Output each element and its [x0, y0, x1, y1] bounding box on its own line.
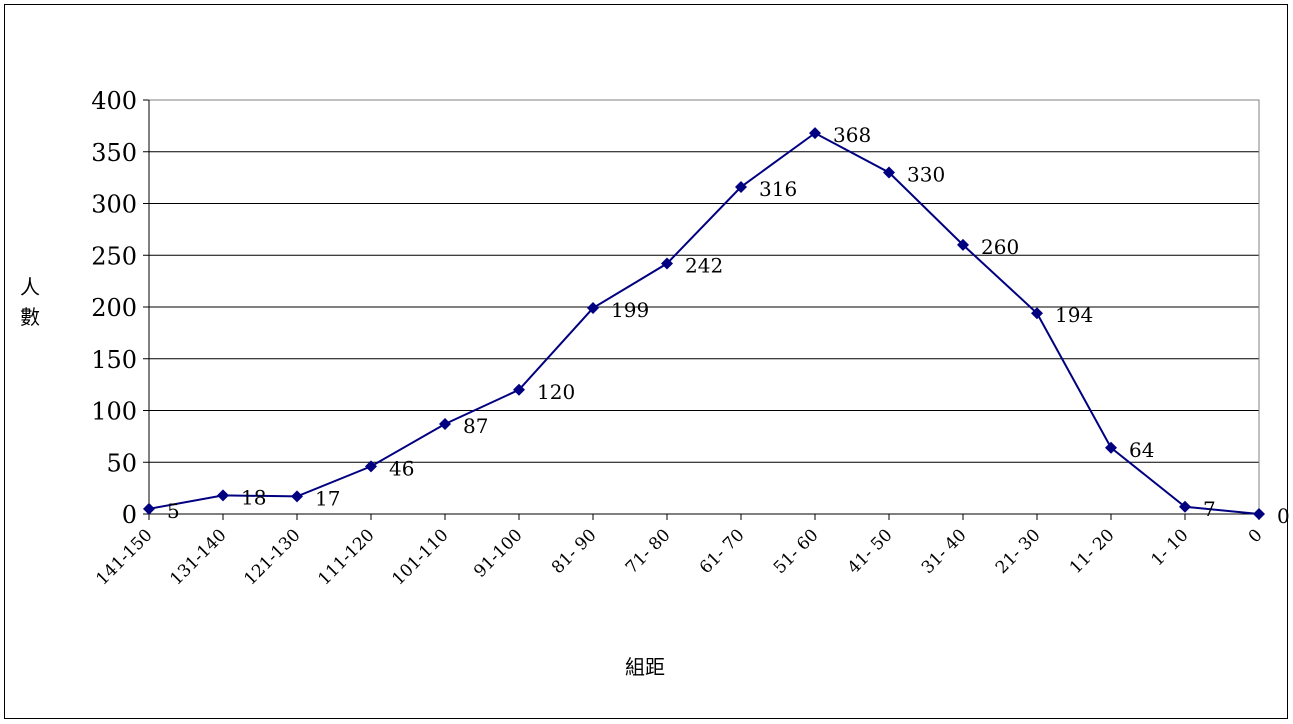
axes — [148, 100, 1260, 520]
x-tick-label: 11- 20 — [1066, 525, 1119, 578]
data-point — [143, 502, 155, 515]
data-label: 316 — [759, 177, 797, 201]
x-axis-title: 組距 — [625, 655, 665, 679]
data-label: 0 — [1277, 504, 1290, 528]
data-label: 242 — [685, 254, 723, 278]
data-point — [587, 302, 599, 315]
data-label: 330 — [907, 162, 945, 186]
series-line — [148, 131, 1260, 515]
data-point — [1253, 508, 1265, 520]
data-point — [1179, 500, 1191, 513]
data-point — [513, 383, 525, 396]
y-tick-label: 150 — [91, 346, 137, 374]
chart-frame — [4, 4, 1288, 719]
data-label: 120 — [537, 380, 575, 404]
x-tick-label: 111-120 — [314, 525, 378, 589]
data-label: 368 — [833, 123, 871, 147]
data-label: 64 — [1129, 438, 1154, 462]
x-tick-label: 141-150 — [92, 525, 156, 589]
y-axis-title-char-1: 人 — [20, 275, 40, 299]
y-tick-label: 50 — [106, 449, 137, 477]
data-point — [217, 489, 229, 502]
data-label: 194 — [1055, 303, 1093, 327]
data-point — [735, 180, 747, 193]
x-tick-label: 21- 30 — [992, 525, 1045, 578]
data-point — [661, 257, 673, 270]
x-tick-label: 1- 10 — [1148, 525, 1193, 570]
y-tick-label: 400 — [91, 87, 137, 115]
data-label: 260 — [981, 235, 1019, 259]
data-point — [809, 127, 821, 140]
y-tick-label: 0 — [122, 501, 137, 529]
data-label: 199 — [611, 298, 649, 322]
y-tick-label: 100 — [91, 398, 137, 426]
x-tick-label: 71- 80 — [622, 525, 675, 578]
x-tick-label: 131-140 — [166, 525, 230, 589]
x-tick-label: 121-130 — [240, 525, 304, 589]
data-point — [365, 460, 377, 473]
x-tick-label: 81- 90 — [548, 525, 601, 578]
data-label: 17 — [315, 486, 340, 510]
data-label: 5 — [167, 499, 180, 523]
data-point — [1031, 307, 1043, 320]
y-tick-label: 350 — [91, 139, 137, 167]
data-point — [439, 417, 451, 430]
y-tick-label: 200 — [91, 294, 137, 322]
data-point — [1105, 441, 1117, 454]
data-label: 18 — [241, 485, 266, 509]
x-tick-label: 41- 50 — [844, 525, 897, 578]
x-tick-label: 0 — [1245, 525, 1267, 547]
x-tick-label: 91-100 — [470, 525, 526, 581]
data-label: 87 — [463, 414, 488, 438]
y-tick-label: 250 — [91, 242, 137, 270]
data-label: 46 — [389, 456, 414, 480]
y-tick-label: 300 — [91, 191, 137, 219]
x-tick-label: 31- 40 — [918, 525, 971, 578]
data-point — [883, 166, 895, 179]
data-labels: 5 18 17 46 87 120 199 242 316 368 330 260 194 64 7 0 — [167, 123, 1290, 528]
series — [143, 127, 1265, 520]
x-tick-label: 101-110 — [388, 525, 452, 589]
data-label: 7 — [1203, 497, 1216, 521]
x-tick-label: 61- 70 — [696, 525, 749, 578]
x-tick-labels: 141-150 131-140 121-130 111-120 101-110 91-10… — [92, 525, 1266, 589]
y-axis-title-char-2: 數 — [20, 305, 40, 329]
data-point — [291, 490, 303, 503]
y-tick-labels: 0 50 100 150 200 250 300 350 400 — [91, 87, 137, 529]
data-point — [957, 238, 969, 251]
x-tick-label: 51- 60 — [770, 525, 823, 578]
